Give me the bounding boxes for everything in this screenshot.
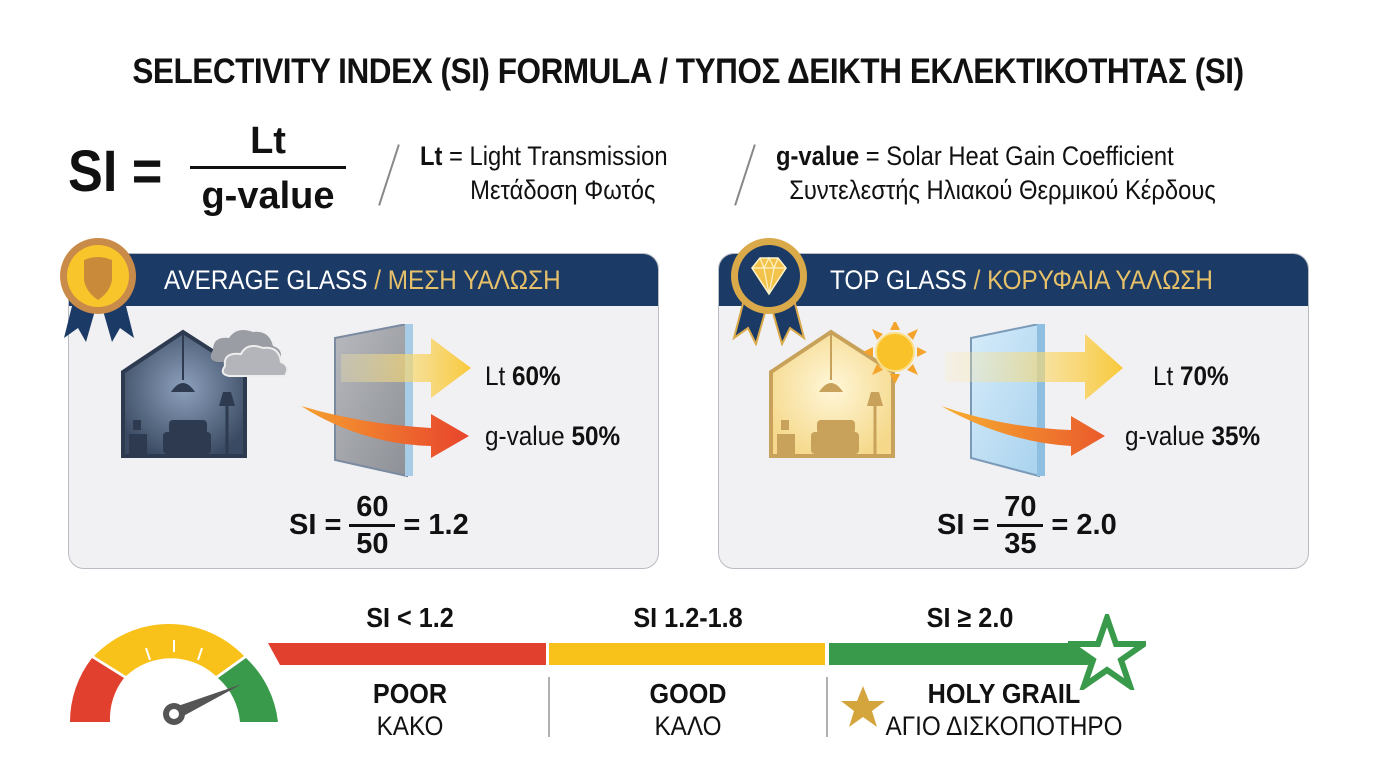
g-value: 35% — [1211, 421, 1261, 451]
separator-slash — [734, 144, 756, 206]
fraction-bar — [190, 166, 346, 169]
formula-numerator: Lt — [250, 120, 286, 162]
category-gr: ΚΑΛΟ — [654, 711, 722, 741]
g-value-metric: g-value 35% — [1125, 421, 1261, 451]
formula-fraction: Lt g-value — [190, 118, 346, 219]
category-gr: ΚΑΚΟ — [376, 711, 444, 741]
range-label-good: SI 1.2-1.8 — [633, 602, 743, 633]
def-eq: = Solar Heat Gain Coefficient — [859, 141, 1174, 171]
def-greek: Συντελεστής Ηλιακού Θερμικού Κέρδους — [789, 175, 1216, 205]
category-poor: POOR ΚΑΚΟ — [300, 678, 520, 742]
card-header: TOP GLASS / ΚΟΡΥΦΑΙΑ ΥΑΛΩΣΗ — [719, 254, 1308, 306]
def-greek: Μετάδοση Φωτός — [470, 175, 656, 205]
card-title-gr: ΜΕΣΗ ΥΑΛΩΣΗ — [387, 264, 561, 295]
category-en: POOR — [372, 678, 448, 709]
range-label-holy-grail: SI ≥ 2.0 — [926, 602, 1014, 633]
def-eq: = Light Transmission — [442, 141, 668, 171]
gauge-icon — [69, 624, 278, 725]
category-en: HOLY GRAIL — [927, 678, 1081, 709]
glass-pane-icon — [941, 324, 1123, 478]
calc-fraction: 60 50 — [349, 492, 396, 559]
def-term: Lt — [420, 141, 443, 171]
diamond-medal-icon — [731, 238, 807, 346]
card-title-en: AVERAGE GLASS — [164, 264, 368, 295]
calc-result: = 2.0 — [1051, 508, 1117, 541]
lt-metric: Lt 70% — [1153, 361, 1229, 391]
lt-value: 60% — [512, 361, 561, 391]
gold-star-icon — [841, 686, 885, 727]
glass-pane-icon — [301, 324, 471, 478]
card-top-glass: TOP GLASS / ΚΟΡΥΦΑΙΑ ΥΑΛΩΣΗ — [718, 253, 1309, 569]
scale-bar-poor — [268, 643, 546, 665]
card-header: AVERAGE GLASS / ΜΕΣΗ ΥΑΛΩΣΗ — [69, 254, 658, 306]
house-cloudy-icon — [121, 329, 289, 458]
card-title-sep: / — [367, 264, 388, 295]
house-sunny-icon — [769, 322, 927, 458]
calc-fraction: 70 35 — [997, 492, 1044, 559]
calc-result: = 1.2 — [403, 508, 469, 541]
divider — [826, 677, 828, 737]
formula-denominator: g-value — [201, 175, 335, 217]
g-value-metric: g-value 50% — [485, 421, 621, 451]
star-outline-icon — [1068, 614, 1146, 690]
divider — [548, 677, 550, 737]
definition-lt: Lt = Light Transmission Μετάδοση Φωτός — [420, 139, 668, 207]
scale-bar-holy-grail — [829, 643, 1107, 665]
range-label-poor: SI < 1.2 — [366, 602, 454, 633]
lt-metric: Lt 60% — [485, 361, 561, 391]
card-title-sep: / — [966, 264, 988, 295]
category-gr: ΑΓΙΟ ΔΙΣΚΟΠΟΤΗΡΟ — [885, 711, 1123, 741]
shield-medal-icon — [60, 238, 136, 342]
card-average-glass: AVERAGE GLASS / ΜΕΣΗ ΥΑΛΩΣΗ — [68, 253, 659, 569]
si-calculation: SI = 70 35 = 2.0 — [937, 491, 1117, 560]
formula-lhs: SI = — [68, 139, 163, 204]
lt-value: 70% — [1180, 361, 1229, 391]
category-good: GOOD ΚΑΛΟ — [578, 678, 798, 742]
scale-bar-good — [549, 643, 825, 665]
def-term: g-value — [776, 141, 860, 171]
separator-slash — [378, 144, 400, 206]
card-title-en: TOP GLASS — [830, 264, 967, 295]
page-title: SELECTIVITY INDEX (SI) FORMULA / ΤΥΠΟΣ Δ… — [132, 52, 1244, 91]
category-en: GOOD — [649, 678, 727, 709]
definition-g-value: g-value = Solar Heat Gain Coefficient Συ… — [776, 139, 1216, 207]
g-value: 50% — [571, 421, 621, 451]
card-title-gr: ΚΟΡΥΦΑΙΑ ΥΑΛΩΣΗ — [987, 264, 1213, 295]
category-holy-grail: HOLY GRAIL ΑΓΙΟ ΔΙΣΚΟΠΟΤΗΡΟ — [872, 678, 1136, 742]
si-calculation: SI = 60 50 = 1.2 — [289, 491, 469, 560]
